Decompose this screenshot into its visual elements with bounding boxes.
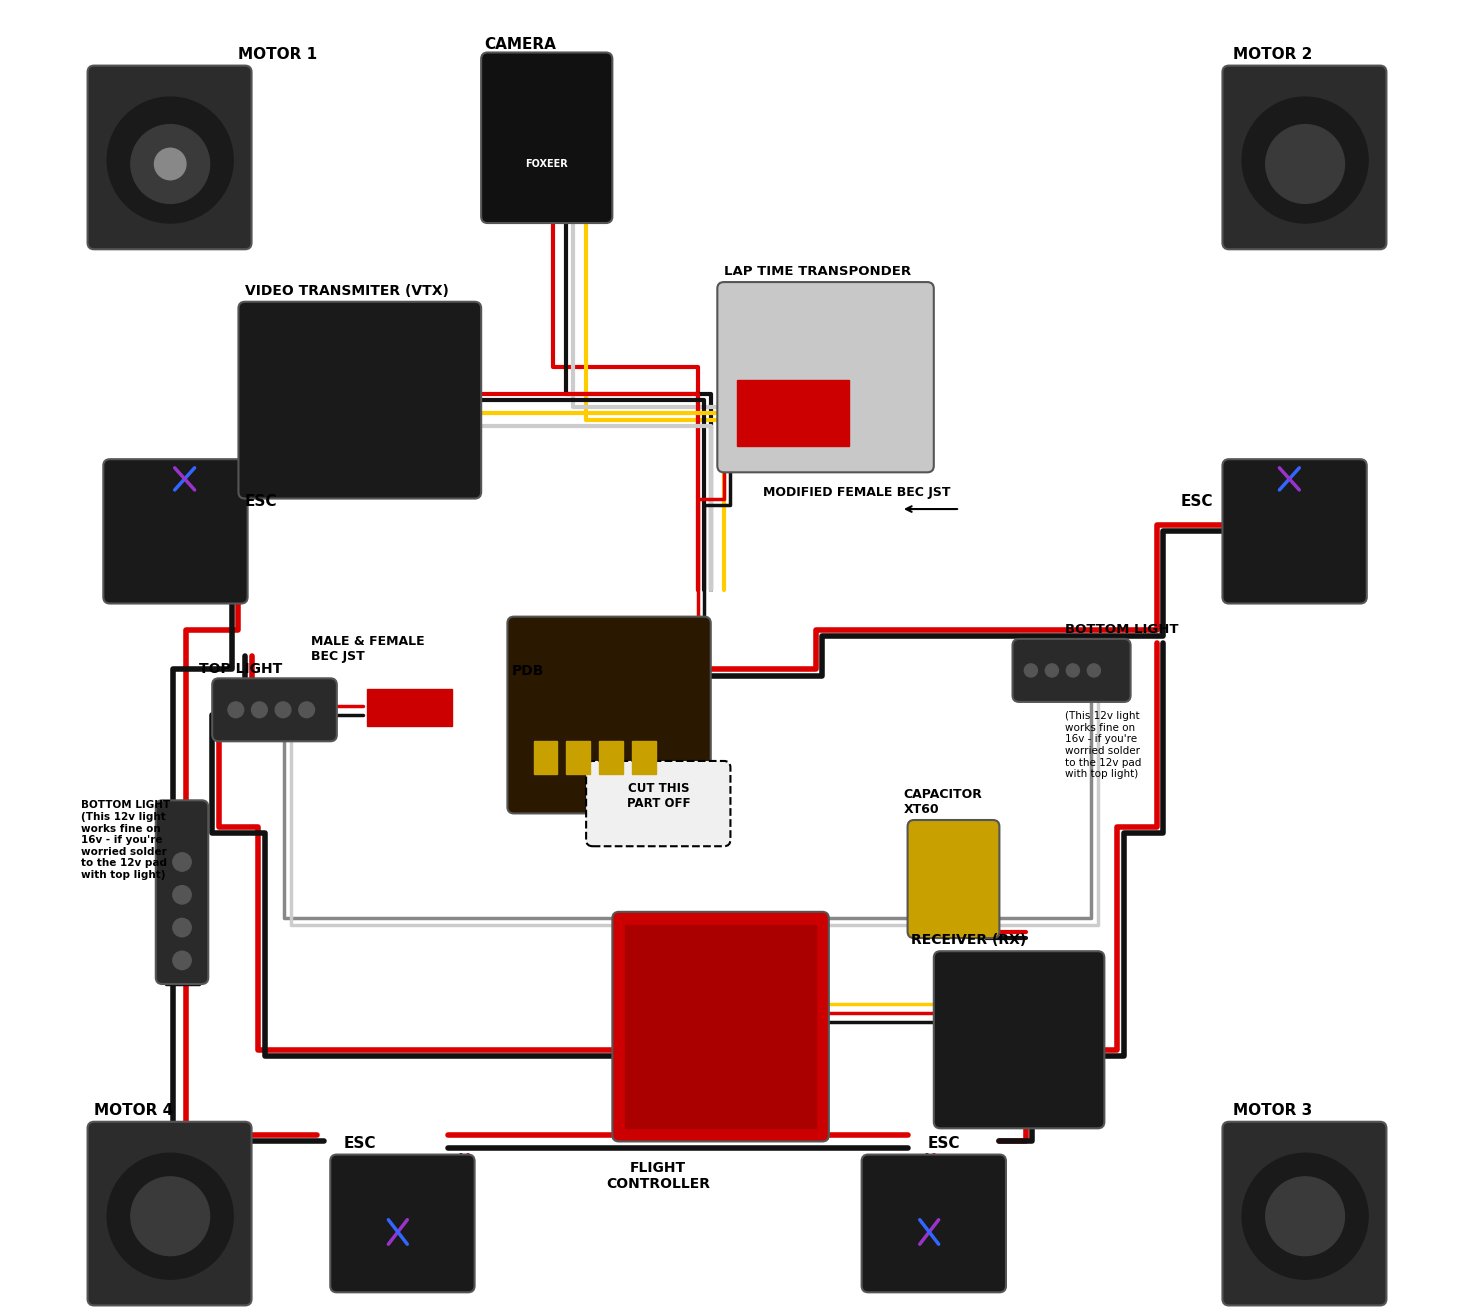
Bar <box>534 741 557 774</box>
Circle shape <box>228 702 243 718</box>
FancyBboxPatch shape <box>908 820 999 938</box>
FancyBboxPatch shape <box>1013 639 1131 702</box>
Circle shape <box>155 148 186 180</box>
FancyBboxPatch shape <box>87 1122 252 1305</box>
FancyBboxPatch shape <box>239 302 481 499</box>
Circle shape <box>1243 1153 1368 1279</box>
Circle shape <box>1266 1177 1344 1256</box>
Text: BOTTOM LIGHT
(This 12v light
works fine on
16v - if you're
worried solder
to the: BOTTOM LIGHT (This 12v light works fine … <box>81 800 171 880</box>
Bar <box>566 741 590 774</box>
Text: ESC: ESC <box>245 493 277 509</box>
Circle shape <box>1024 664 1038 677</box>
FancyBboxPatch shape <box>718 282 935 472</box>
Bar <box>625 925 815 1128</box>
FancyBboxPatch shape <box>103 459 248 604</box>
FancyBboxPatch shape <box>1222 459 1366 604</box>
Text: MOTOR 3: MOTOR 3 <box>1232 1103 1312 1118</box>
Text: FOXEER: FOXEER <box>525 159 567 169</box>
Text: VIDEO TRANSMITER (VTX): VIDEO TRANSMITER (VTX) <box>245 283 450 298</box>
FancyBboxPatch shape <box>330 1155 475 1292</box>
FancyBboxPatch shape <box>1222 1122 1387 1305</box>
FancyBboxPatch shape <box>587 761 731 846</box>
Circle shape <box>108 97 233 223</box>
Text: CUT THIS
PART OFF: CUT THIS PART OFF <box>626 782 690 811</box>
Circle shape <box>1266 125 1344 203</box>
Bar <box>632 741 656 774</box>
FancyBboxPatch shape <box>1222 66 1387 249</box>
Circle shape <box>131 125 209 203</box>
Text: LAP TIME TRANSPONDER: LAP TIME TRANSPONDER <box>724 265 911 278</box>
Circle shape <box>252 702 267 718</box>
Text: RECEIVER (RX): RECEIVER (RX) <box>911 933 1027 947</box>
Circle shape <box>1066 664 1079 677</box>
Text: ESC: ESC <box>343 1136 376 1151</box>
Text: ESC: ESC <box>927 1136 960 1151</box>
Text: (This 12v light
works fine on
16v - if you're
worried solder
to the 12v pad
with: (This 12v light works fine on 16v - if y… <box>1066 711 1141 779</box>
FancyBboxPatch shape <box>935 951 1104 1128</box>
Circle shape <box>108 1153 233 1279</box>
FancyBboxPatch shape <box>862 1155 1005 1292</box>
Circle shape <box>299 702 314 718</box>
Bar <box>737 380 849 446</box>
Circle shape <box>1045 664 1058 677</box>
FancyBboxPatch shape <box>87 66 252 249</box>
FancyBboxPatch shape <box>481 52 612 223</box>
Text: MOTOR 1: MOTOR 1 <box>239 47 317 62</box>
Circle shape <box>276 702 290 718</box>
Circle shape <box>172 853 192 871</box>
Bar <box>367 689 453 726</box>
Circle shape <box>131 1177 209 1256</box>
FancyBboxPatch shape <box>212 678 338 741</box>
Circle shape <box>172 886 192 904</box>
Text: CAPACITOR
XT60: CAPACITOR XT60 <box>904 789 983 816</box>
Text: ESC: ESC <box>1181 493 1213 509</box>
Text: CAMERA: CAMERA <box>485 38 557 52</box>
Text: BOTTOM LIGHT: BOTTOM LIGHT <box>1066 623 1179 636</box>
Text: MALE & FEMALE
BEC JST: MALE & FEMALE BEC JST <box>311 635 425 663</box>
Circle shape <box>1243 97 1368 223</box>
Text: MOTOR 4: MOTOR 4 <box>94 1103 174 1118</box>
FancyBboxPatch shape <box>612 912 828 1141</box>
Bar <box>600 741 624 774</box>
Circle shape <box>172 951 192 970</box>
FancyBboxPatch shape <box>156 800 208 984</box>
Text: PDB: PDB <box>511 664 544 678</box>
Text: TOP LIGHT: TOP LIGHT <box>199 661 283 676</box>
FancyBboxPatch shape <box>507 617 710 813</box>
Text: MODIFIED FEMALE BEC JST: MODIFIED FEMALE BEC JST <box>764 485 951 499</box>
Circle shape <box>1088 664 1101 677</box>
Text: FLIGHT
CONTROLLER: FLIGHT CONTROLLER <box>606 1161 710 1191</box>
Circle shape <box>172 918 192 937</box>
Text: MOTOR 2: MOTOR 2 <box>1232 47 1312 62</box>
